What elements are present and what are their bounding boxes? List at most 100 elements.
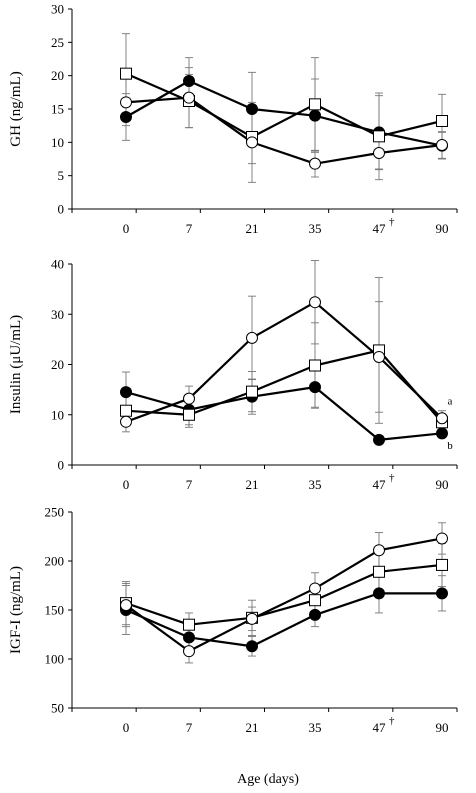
y-tick-label: 50: [51, 701, 64, 716]
data-point-filled-circle: [436, 427, 448, 440]
data-point-open-square: [120, 67, 132, 80]
data-point-open-circle: [183, 645, 195, 658]
x-tick-label: 90: [436, 221, 449, 236]
data-point-open-circle: [309, 582, 321, 595]
y-tick-label: 200: [45, 554, 65, 569]
series-line-open-circle: [125, 96, 443, 165]
data-point-open-circle: [183, 392, 195, 405]
y-tick-label: 100: [45, 652, 65, 667]
data-point-open-circle: [120, 415, 132, 428]
x-tick-label: 0: [123, 221, 130, 236]
data-point-open-square: [309, 594, 321, 607]
x-axis-label: Age (days): [237, 772, 299, 787]
chart-panel-3: 50 100 150 200 250 0 7 21 35 47 † 90 IGF-I (ng/mL): [8, 505, 458, 735]
annotation-label: b: [447, 440, 453, 452]
data-point-open-circle: [373, 147, 385, 159]
data-point-filled-circle: [373, 433, 385, 446]
series-line-open-square: [125, 563, 443, 626]
series-line-open-circle: [125, 537, 443, 653]
y-tick-label: 0: [58, 458, 65, 473]
series-line-open-square: [125, 72, 443, 139]
series-line-filled-circle: [125, 79, 443, 147]
x-tick-label: 47: [373, 477, 387, 492]
data-point-filled-circle: [373, 587, 385, 600]
data-point-open-circle: [246, 136, 258, 149]
x-tick-label: 35: [309, 720, 322, 735]
annotation-label: a: [448, 396, 453, 408]
x-tick-label: 0: [123, 477, 130, 492]
x-tick-label: 90: [436, 720, 449, 735]
x-tick-label: 21: [246, 477, 259, 492]
y-tick-label: 15: [51, 102, 64, 117]
chart-panel-2: 0 10 20 30 40 0 7 21 35 47 † 90 Insulin (μU/mL) a b: [8, 257, 458, 492]
x-tick-mark: †: [389, 216, 395, 228]
y-tick-label: 25: [51, 35, 64, 50]
series-line-open-square: [125, 349, 443, 424]
data-point-filled-circle: [120, 111, 132, 123]
series-line-open-circle: [125, 301, 443, 423]
data-point-open-circle: [436, 412, 448, 425]
data-point-filled-circle: [246, 103, 258, 115]
x-tick-label: 35: [309, 221, 322, 236]
data-point-open-circle: [309, 157, 321, 170]
data-point-open-square: [436, 558, 448, 571]
data-point-filled-circle: [309, 109, 321, 122]
y-tick-label: 5: [58, 168, 65, 183]
x-tick-label: 7: [186, 221, 193, 236]
x-tick-mark: †: [389, 472, 395, 484]
data-point-open-square: [309, 98, 321, 111]
data-point-open-square: [436, 115, 448, 127]
series-line-filled-circle: [125, 386, 443, 441]
x-tick-label: 35: [309, 477, 322, 492]
data-point-filled-circle: [120, 386, 132, 399]
data-point-open-circle: [309, 296, 321, 309]
data-point-filled-circle: [309, 381, 321, 394]
data-point-open-circle: [436, 532, 448, 545]
x-tick-label: 0: [123, 720, 130, 735]
data-point-filled-circle: [183, 75, 195, 87]
data-point-open-circle: [436, 139, 448, 151]
data-point-open-square: [373, 565, 385, 578]
y-tick-label: 10: [51, 135, 64, 150]
data-point-open-square: [309, 359, 321, 372]
data-point-open-square: [246, 385, 258, 398]
data-point-open-circle: [246, 612, 258, 625]
y-tick-label: 10: [51, 407, 64, 422]
data-point-filled-circle: [436, 587, 448, 600]
y-tick-label: 30: [51, 2, 64, 17]
data-point-open-square: [120, 404, 132, 417]
data-point-open-square: [373, 130, 385, 143]
x-tick-label: 47: [373, 720, 387, 735]
y-tick-label: 40: [51, 257, 64, 272]
data-point-open-square: [183, 408, 195, 421]
data-point-open-circle: [373, 544, 385, 557]
x-tick-label: 21: [246, 221, 259, 236]
data-point-open-circle: [120, 96, 132, 109]
x-tick-label: 21: [246, 720, 259, 735]
x-tick-label: 7: [186, 477, 193, 492]
data-point-open-square: [183, 618, 195, 631]
data-point-filled-circle: [309, 608, 321, 621]
series-line-filled-circle: [125, 592, 442, 648]
data-point-open-circle: [373, 350, 385, 363]
data-point-filled-circle: [183, 631, 195, 644]
y-tick-label: 250: [45, 505, 65, 520]
y-axis-label: IGF-I (ng/mL): [8, 566, 24, 654]
y-tick-label: 30: [51, 307, 64, 322]
x-tick-mark: †: [389, 715, 395, 727]
x-tick-label: 7: [186, 720, 193, 735]
y-tick-label: 20: [51, 357, 64, 372]
y-axis-label: Insulin (μU/mL): [8, 315, 24, 414]
data-point-open-circle: [183, 91, 195, 104]
y-tick-label: 20: [51, 68, 64, 83]
y-tick-label: 0: [58, 202, 65, 217]
x-tick-label: 90: [436, 477, 449, 492]
data-point-filled-circle: [246, 640, 258, 653]
y-axis-label: GH (ng/mL): [8, 71, 24, 146]
data-point-open-circle: [246, 331, 258, 344]
y-tick-label: 150: [45, 603, 65, 618]
data-point-open-circle: [120, 599, 132, 612]
chart-panel-1: 0 5 10 15 20 25 30 0 7 21 35 47 † 90 GH (ng/mL): [8, 2, 458, 236]
x-tick-label: 47: [373, 221, 387, 236]
